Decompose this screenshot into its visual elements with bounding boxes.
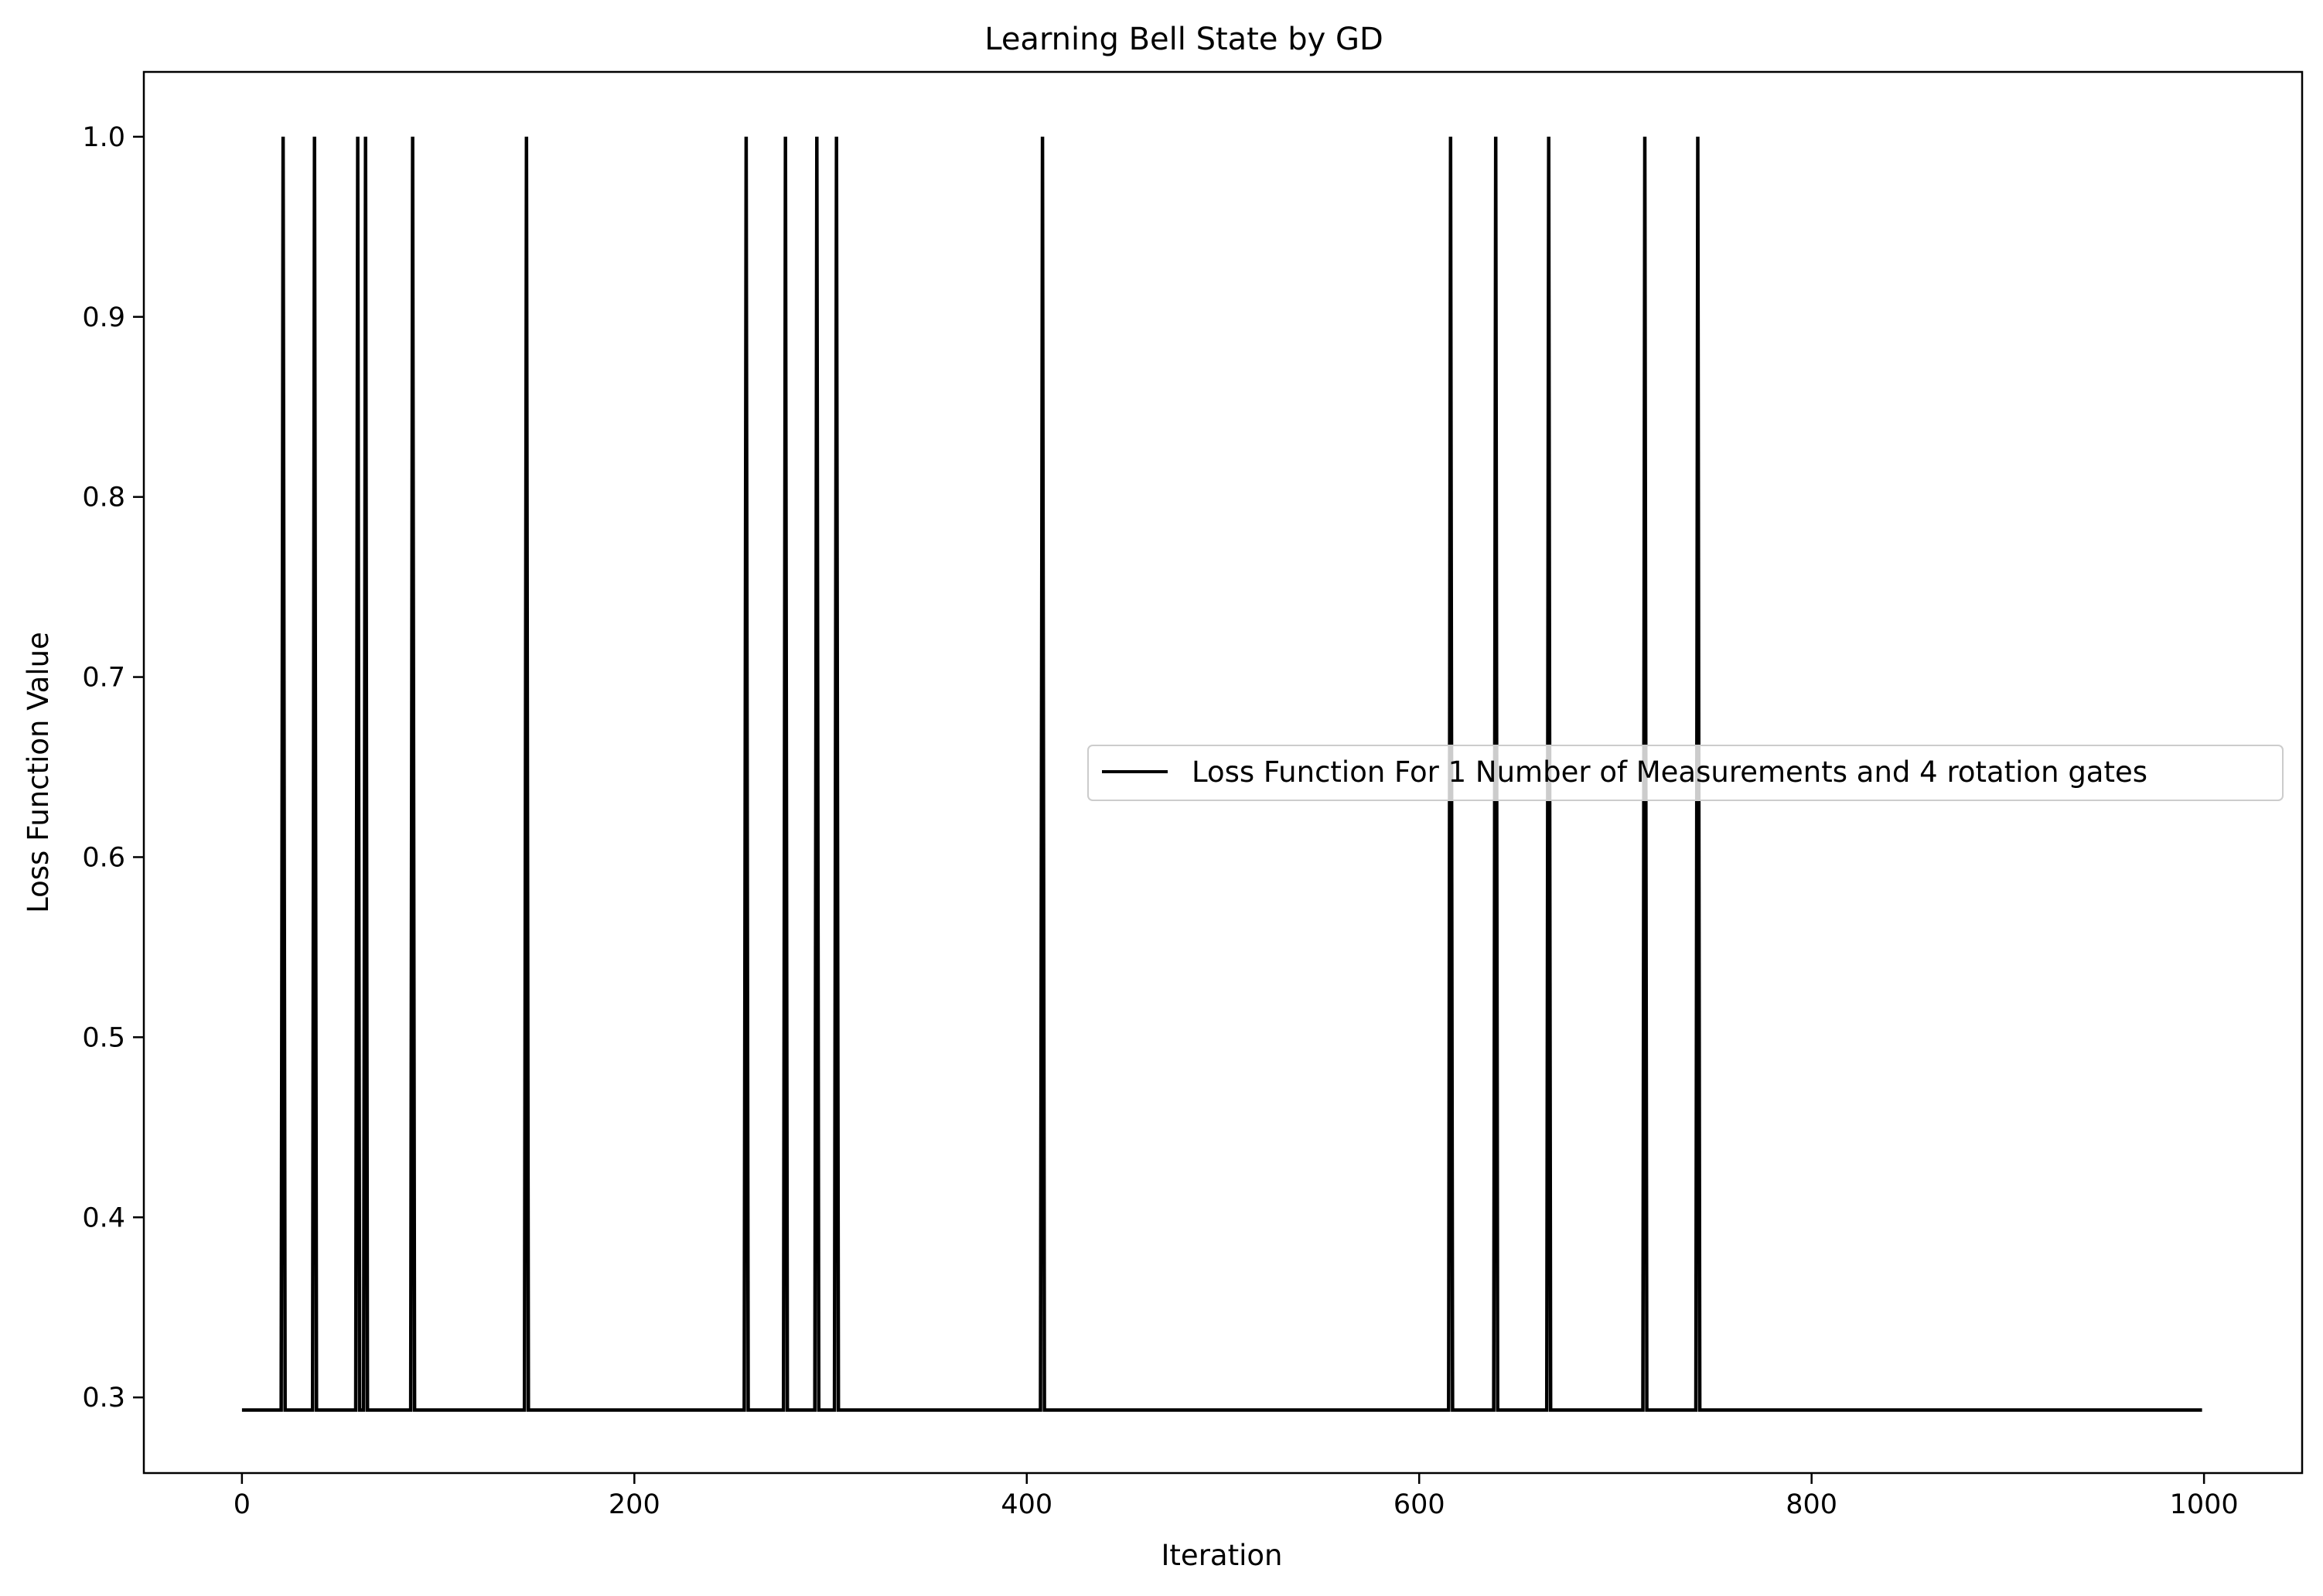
x-tick-label: 200 <box>609 1489 660 1520</box>
y-tick-label: 0.3 <box>82 1383 125 1414</box>
x-tick-label: 0 <box>234 1489 251 1520</box>
ticks-layer: 0 200 400 600 800 1000 0.3 0.4 0.5 0.6 0.7 0.8 0.9 1.… <box>82 122 2238 1520</box>
x-axis-label: Iteration <box>1162 1539 1283 1572</box>
y-tick-label: 0.5 <box>82 1022 125 1053</box>
legend-box <box>1087 745 2284 801</box>
legend-entry-label: Loss Function For 1 Number of Measuremen… <box>1192 755 2147 789</box>
x-tick-label: 1000 <box>2170 1489 2239 1520</box>
plot-frame <box>142 70 2304 1475</box>
y-tick-label: 0.9 <box>82 302 125 333</box>
x-tick-label: 600 <box>1393 1489 1445 1520</box>
y-tick-label: 1.0 <box>82 122 125 153</box>
data-layer <box>241 136 2202 1412</box>
x-tick-label: 800 <box>1786 1489 1837 1520</box>
series-line-0 <box>241 136 2202 1412</box>
x-tick-label: 400 <box>1001 1489 1052 1520</box>
y-tick-label: 0.7 <box>82 663 125 694</box>
y-tick-label: 0.4 <box>82 1202 125 1233</box>
y-tick-label: 0.6 <box>82 842 125 873</box>
chart-title: Learning Bell State by GD <box>984 22 1383 57</box>
y-tick-label: 0.8 <box>82 483 125 513</box>
legend: Loss Function For 1 Number of Measuremen… <box>1087 745 2284 801</box>
y-axis-label: Loss Function Value <box>22 632 55 913</box>
